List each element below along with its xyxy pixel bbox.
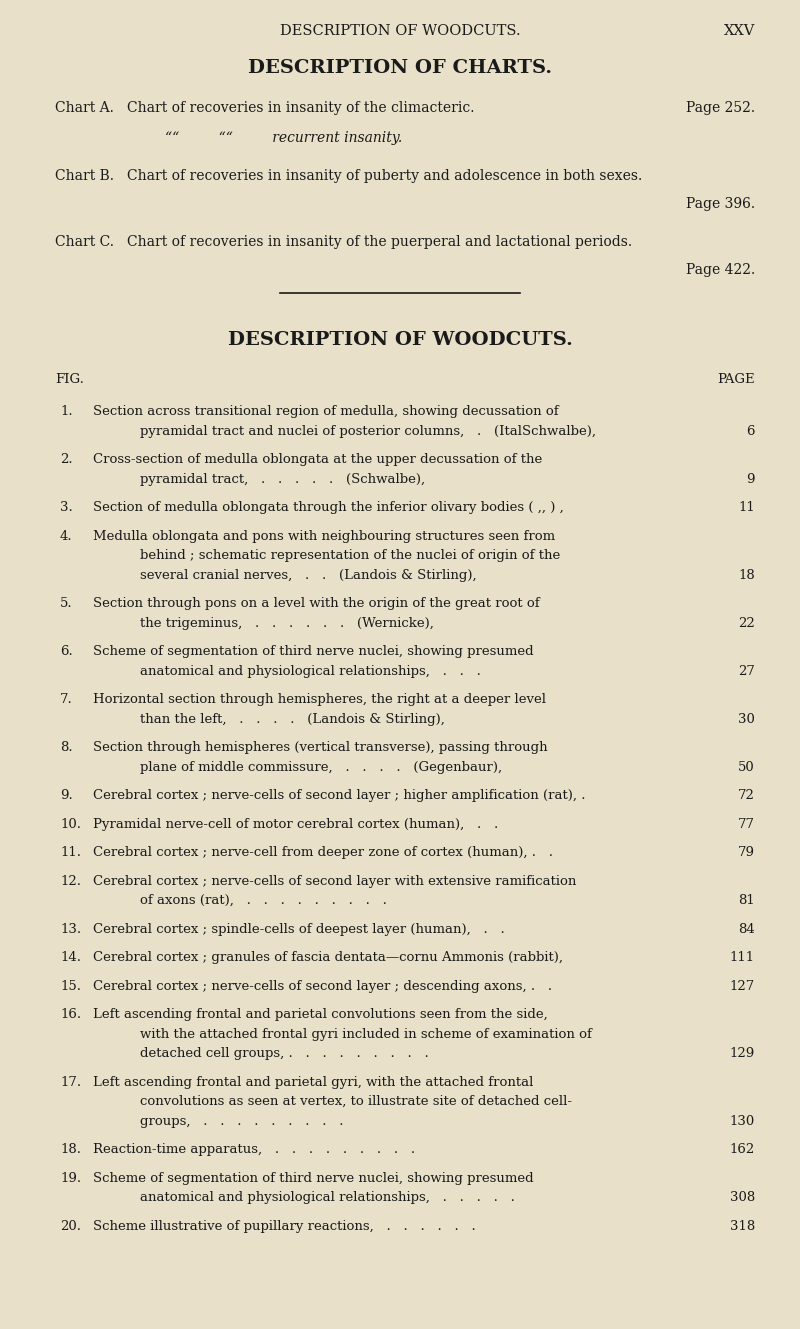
Text: 127: 127: [730, 979, 755, 993]
Text: 79: 79: [738, 847, 755, 859]
Text: FIG.: FIG.: [55, 373, 84, 385]
Text: Left ascending frontal and parietal gyri, with the attached frontal: Left ascending frontal and parietal gyri…: [93, 1075, 534, 1088]
Text: with the attached frontal gyri included in scheme of examination of: with the attached frontal gyri included …: [140, 1027, 592, 1041]
Text: 10.: 10.: [60, 817, 81, 831]
Text: Cerebral cortex ; granules of fascia dentata—cornu Ammonis (rabbit),: Cerebral cortex ; granules of fascia den…: [93, 952, 563, 964]
Text: Chart B.: Chart B.: [55, 169, 114, 183]
Text: 16.: 16.: [60, 1007, 81, 1021]
Text: pyramidal tract,   .   .   .   .   .   (Schwalbe),: pyramidal tract, . . . . . (Schwalbe),: [140, 473, 425, 485]
Text: 129: 129: [730, 1047, 755, 1061]
Text: detached cell groups, .   .   .   .   .   .   .   .   .: detached cell groups, . . . . . . . . .: [140, 1047, 429, 1061]
Text: anatomical and physiological relationships,   .   .   .: anatomical and physiological relationshi…: [140, 664, 481, 678]
Text: 11.: 11.: [60, 847, 81, 859]
Text: Section of medulla oblongata through the inferior olivary bodies ( ,, ) ,: Section of medulla oblongata through the…: [93, 501, 564, 514]
Text: 50: 50: [738, 760, 755, 773]
Text: Cerebral cortex ; spindle-cells of deepest layer (human),   .   .: Cerebral cortex ; spindle-cells of deepe…: [93, 922, 505, 936]
Text: 20.: 20.: [60, 1220, 81, 1232]
Text: Cerebral cortex ; nerve-cells of second layer ; higher amplification (rat), .: Cerebral cortex ; nerve-cells of second …: [93, 789, 586, 801]
Text: Cerebral cortex ; nerve-cells of second layer with extensive ramification: Cerebral cortex ; nerve-cells of second …: [93, 874, 576, 888]
Text: of axons (rat),   .   .   .   .   .   .   .   .   .: of axons (rat), . . . . . . . . .: [140, 894, 387, 906]
Text: Chart C.: Chart C.: [55, 235, 114, 249]
Text: 4.: 4.: [60, 529, 73, 542]
Text: 15.: 15.: [60, 979, 81, 993]
Text: 30: 30: [738, 712, 755, 726]
Text: 84: 84: [738, 922, 755, 936]
Text: Section through pons on a level with the origin of the great root of: Section through pons on a level with the…: [93, 597, 540, 610]
Text: 18: 18: [738, 569, 755, 582]
Text: 318: 318: [730, 1220, 755, 1232]
Text: Page 252.: Page 252.: [686, 101, 755, 116]
Text: Horizontal section through hemispheres, the right at a deeper level: Horizontal section through hemispheres, …: [93, 692, 546, 706]
Text: Reaction-time apparatus,   .   .   .   .   .   .   .   .   .: Reaction-time apparatus, . . . . . . . .…: [93, 1143, 415, 1156]
Text: 18.: 18.: [60, 1143, 81, 1156]
Text: Pyramidal nerve-cell of motor cerebral cortex (human),   .   .: Pyramidal nerve-cell of motor cerebral c…: [93, 817, 498, 831]
Text: Scheme of segmentation of third nerve nuclei, showing presumed: Scheme of segmentation of third nerve nu…: [93, 1171, 534, 1184]
Text: Chart A.: Chart A.: [55, 101, 114, 116]
Text: Scheme of segmentation of third nerve nuclei, showing presumed: Scheme of segmentation of third nerve nu…: [93, 645, 534, 658]
Text: 1.: 1.: [60, 405, 73, 419]
Text: 6.: 6.: [60, 645, 73, 658]
Text: 14.: 14.: [60, 952, 81, 964]
Text: 81: 81: [738, 894, 755, 906]
Text: 12.: 12.: [60, 874, 81, 888]
Text: Cerebral cortex ; nerve-cell from deeper zone of cortex (human), .   .: Cerebral cortex ; nerve-cell from deeper…: [93, 847, 553, 859]
Text: Chart of recoveries in insanity of the puerperal and lactational periods.: Chart of recoveries in insanity of the p…: [127, 235, 632, 249]
Text: 111: 111: [730, 952, 755, 964]
Text: 9.: 9.: [60, 789, 73, 801]
Text: 7.: 7.: [60, 692, 73, 706]
Text: 27: 27: [738, 664, 755, 678]
Text: 17.: 17.: [60, 1075, 81, 1088]
Text: 22: 22: [738, 617, 755, 630]
Text: Section through hemispheres (vertical transverse), passing through: Section through hemispheres (vertical tr…: [93, 742, 548, 754]
Text: DESCRIPTION OF WOODCUTS.: DESCRIPTION OF WOODCUTS.: [280, 24, 520, 39]
Text: 6: 6: [746, 424, 755, 437]
Text: Chart of recoveries in insanity of puberty and adolescence in both sexes.: Chart of recoveries in insanity of puber…: [127, 169, 642, 183]
Text: convolutions as seen at vertex, to illustrate site of detached cell-: convolutions as seen at vertex, to illus…: [140, 1095, 572, 1108]
Text: 5.: 5.: [60, 597, 73, 610]
Text: Cerebral cortex ; nerve-cells of second layer ; descending axons, .   .: Cerebral cortex ; nerve-cells of second …: [93, 979, 552, 993]
Text: 11: 11: [738, 501, 755, 514]
Text: the trigeminus,   .   .   .   .   .   .   (Wernicke),: the trigeminus, . . . . . . (Wernicke),: [140, 617, 434, 630]
Text: anatomical and physiological relationships,   .   .   .   .   .: anatomical and physiological relationshi…: [140, 1191, 515, 1204]
Text: 3.: 3.: [60, 501, 73, 514]
Text: 130: 130: [730, 1115, 755, 1127]
Text: 2.: 2.: [60, 453, 73, 466]
Text: 308: 308: [730, 1191, 755, 1204]
Text: ““         ““         recurrent insanity.: ““ ““ recurrent insanity.: [165, 132, 402, 145]
Text: DESCRIPTION OF CHARTS.: DESCRIPTION OF CHARTS.: [248, 58, 552, 77]
Text: plane of middle commissure,   .   .   .   .   (Gegenbaur),: plane of middle commissure, . . . . (Geg…: [140, 760, 502, 773]
Text: Section across transitional region of medulla, showing decussation of: Section across transitional region of me…: [93, 405, 558, 419]
Text: groups,   .   .   .   .   .   .   .   .   .: groups, . . . . . . . . .: [140, 1115, 343, 1127]
Text: 162: 162: [730, 1143, 755, 1156]
Text: XXV: XXV: [724, 24, 755, 39]
Text: Page 422.: Page 422.: [686, 263, 755, 276]
Text: DESCRIPTION OF WOODCUTS.: DESCRIPTION OF WOODCUTS.: [227, 331, 573, 350]
Text: Medulla oblongata and pons with neighbouring structures seen from: Medulla oblongata and pons with neighbou…: [93, 529, 555, 542]
Text: PAGE: PAGE: [718, 373, 755, 385]
Text: behind ; schematic representation of the nuclei of origin of the: behind ; schematic representation of the…: [140, 549, 560, 562]
Text: pyramidal tract and nuclei of posterior columns,   .   (ItalSchwalbe),: pyramidal tract and nuclei of posterior …: [140, 424, 596, 437]
Text: Chart of recoveries in insanity of the climacteric.: Chart of recoveries in insanity of the c…: [127, 101, 474, 116]
Text: 13.: 13.: [60, 922, 81, 936]
Text: 72: 72: [738, 789, 755, 801]
Text: than the left,   .   .   .   .   (Landois & Stirling),: than the left, . . . . (Landois & Stirli…: [140, 712, 445, 726]
Text: 77: 77: [738, 817, 755, 831]
Text: 9: 9: [746, 473, 755, 485]
Text: Scheme illustrative of pupillary reactions,   .   .   .   .   .   .: Scheme illustrative of pupillary reactio…: [93, 1220, 476, 1232]
Text: several cranial nerves,   .   .   (Landois & Stirling),: several cranial nerves, . . (Landois & S…: [140, 569, 477, 582]
Text: Page 396.: Page 396.: [686, 197, 755, 211]
Text: Left ascending frontal and parietal convolutions seen from the side,: Left ascending frontal and parietal conv…: [93, 1007, 548, 1021]
Text: Cross-section of medulla oblongata at the upper decussation of the: Cross-section of medulla oblongata at th…: [93, 453, 542, 466]
Text: 8.: 8.: [60, 742, 73, 754]
Text: 19.: 19.: [60, 1171, 81, 1184]
